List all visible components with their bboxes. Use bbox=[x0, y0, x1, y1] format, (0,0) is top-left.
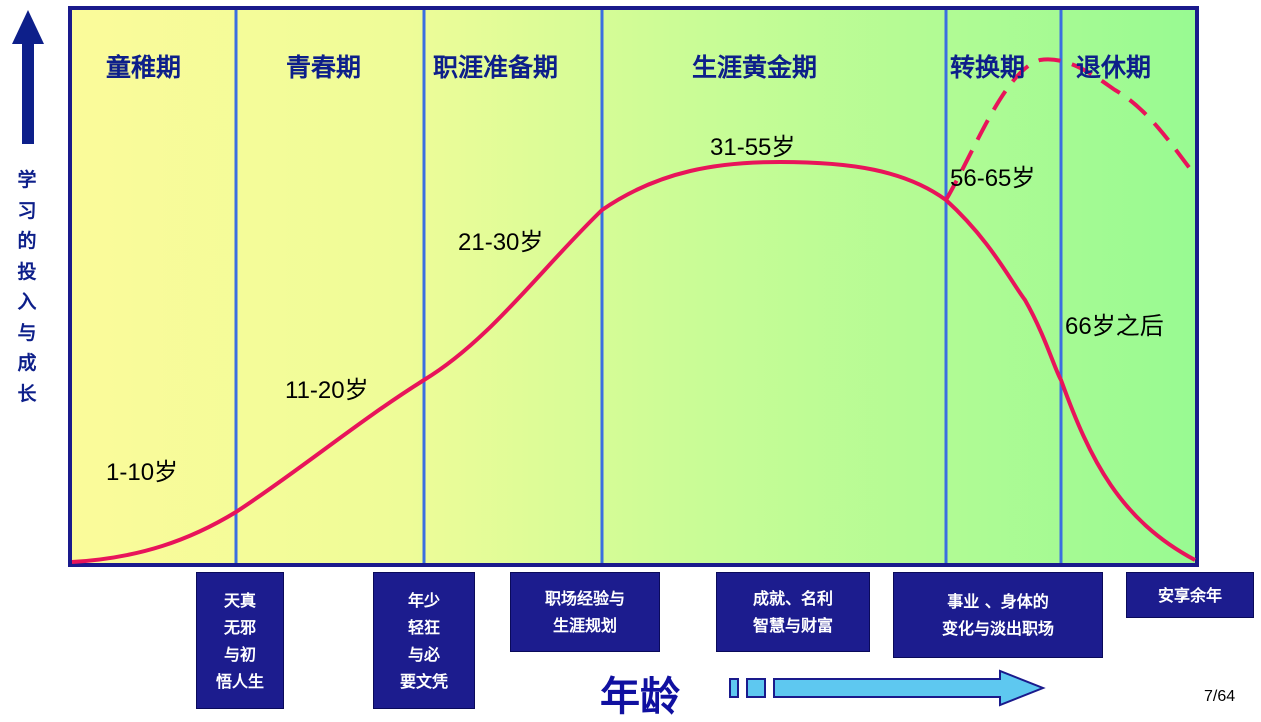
age-label-career-prep: 21-30岁 bbox=[458, 229, 544, 256]
x-axis-label: 年龄 bbox=[600, 673, 680, 720]
age-label-youth: 11-20岁 bbox=[285, 377, 369, 404]
y-axis-arrow bbox=[12, 10, 44, 144]
alternative-curve bbox=[944, 57, 1197, 202]
desc-text-youth: 年少 轻狂 与必 要文凭 bbox=[399, 590, 448, 691]
age-label-transition: 56-65岁 bbox=[950, 165, 1036, 192]
x-axis-arrow bbox=[729, 669, 1046, 707]
phase-title-retirement: 退休期 bbox=[1076, 53, 1152, 82]
growth-curve bbox=[71, 159, 1196, 564]
phase-title-childhood: 童稚期 bbox=[106, 53, 182, 82]
phase-dividers bbox=[234, 10, 1063, 563]
age-label-golden: 31-55岁 bbox=[710, 134, 796, 161]
phase-title-transition: 转换期 bbox=[950, 53, 1026, 82]
desc-box-golden: 成就、名利 智慧与财富 bbox=[716, 572, 870, 652]
desc-box-retirement: 安享余年 bbox=[1126, 572, 1254, 618]
desc-box-youth: 年少 轻狂 与必 要文凭 bbox=[373, 572, 475, 709]
age-label-childhood: 1-10岁 bbox=[106, 459, 179, 486]
desc-box-career-prep: 职场经验与 生涯规划 bbox=[510, 572, 660, 652]
age-label-retirement: 66岁之后 bbox=[1065, 313, 1164, 340]
phase-title-career-prep: 职涯准备期 bbox=[433, 53, 559, 82]
y-axis-label: 学习的投入与成长 bbox=[17, 169, 37, 405]
phase-title-youth: 青春期 bbox=[286, 53, 362, 82]
desc-text-career-prep: 职场经验与 生涯规划 bbox=[544, 589, 625, 635]
desc-box-transition: 事业 、身体的 变化与淡出职场 bbox=[893, 572, 1103, 658]
desc-text-transition: 事业 、身体的 变化与淡出职场 bbox=[941, 592, 1054, 638]
page-number: 7/64 bbox=[1204, 688, 1236, 705]
desc-text-childhood: 天真 无邪 与初 悟人生 bbox=[215, 590, 264, 691]
desc-text-retirement: 安享余年 bbox=[1157, 585, 1222, 605]
desc-box-childhood: 天真 无邪 与初 悟人生 bbox=[196, 572, 284, 709]
desc-text-golden: 成就、名利 智慧与财富 bbox=[752, 589, 833, 635]
phase-title-golden: 生涯黄金期 bbox=[692, 53, 818, 82]
chart-frame bbox=[68, 6, 1199, 567]
